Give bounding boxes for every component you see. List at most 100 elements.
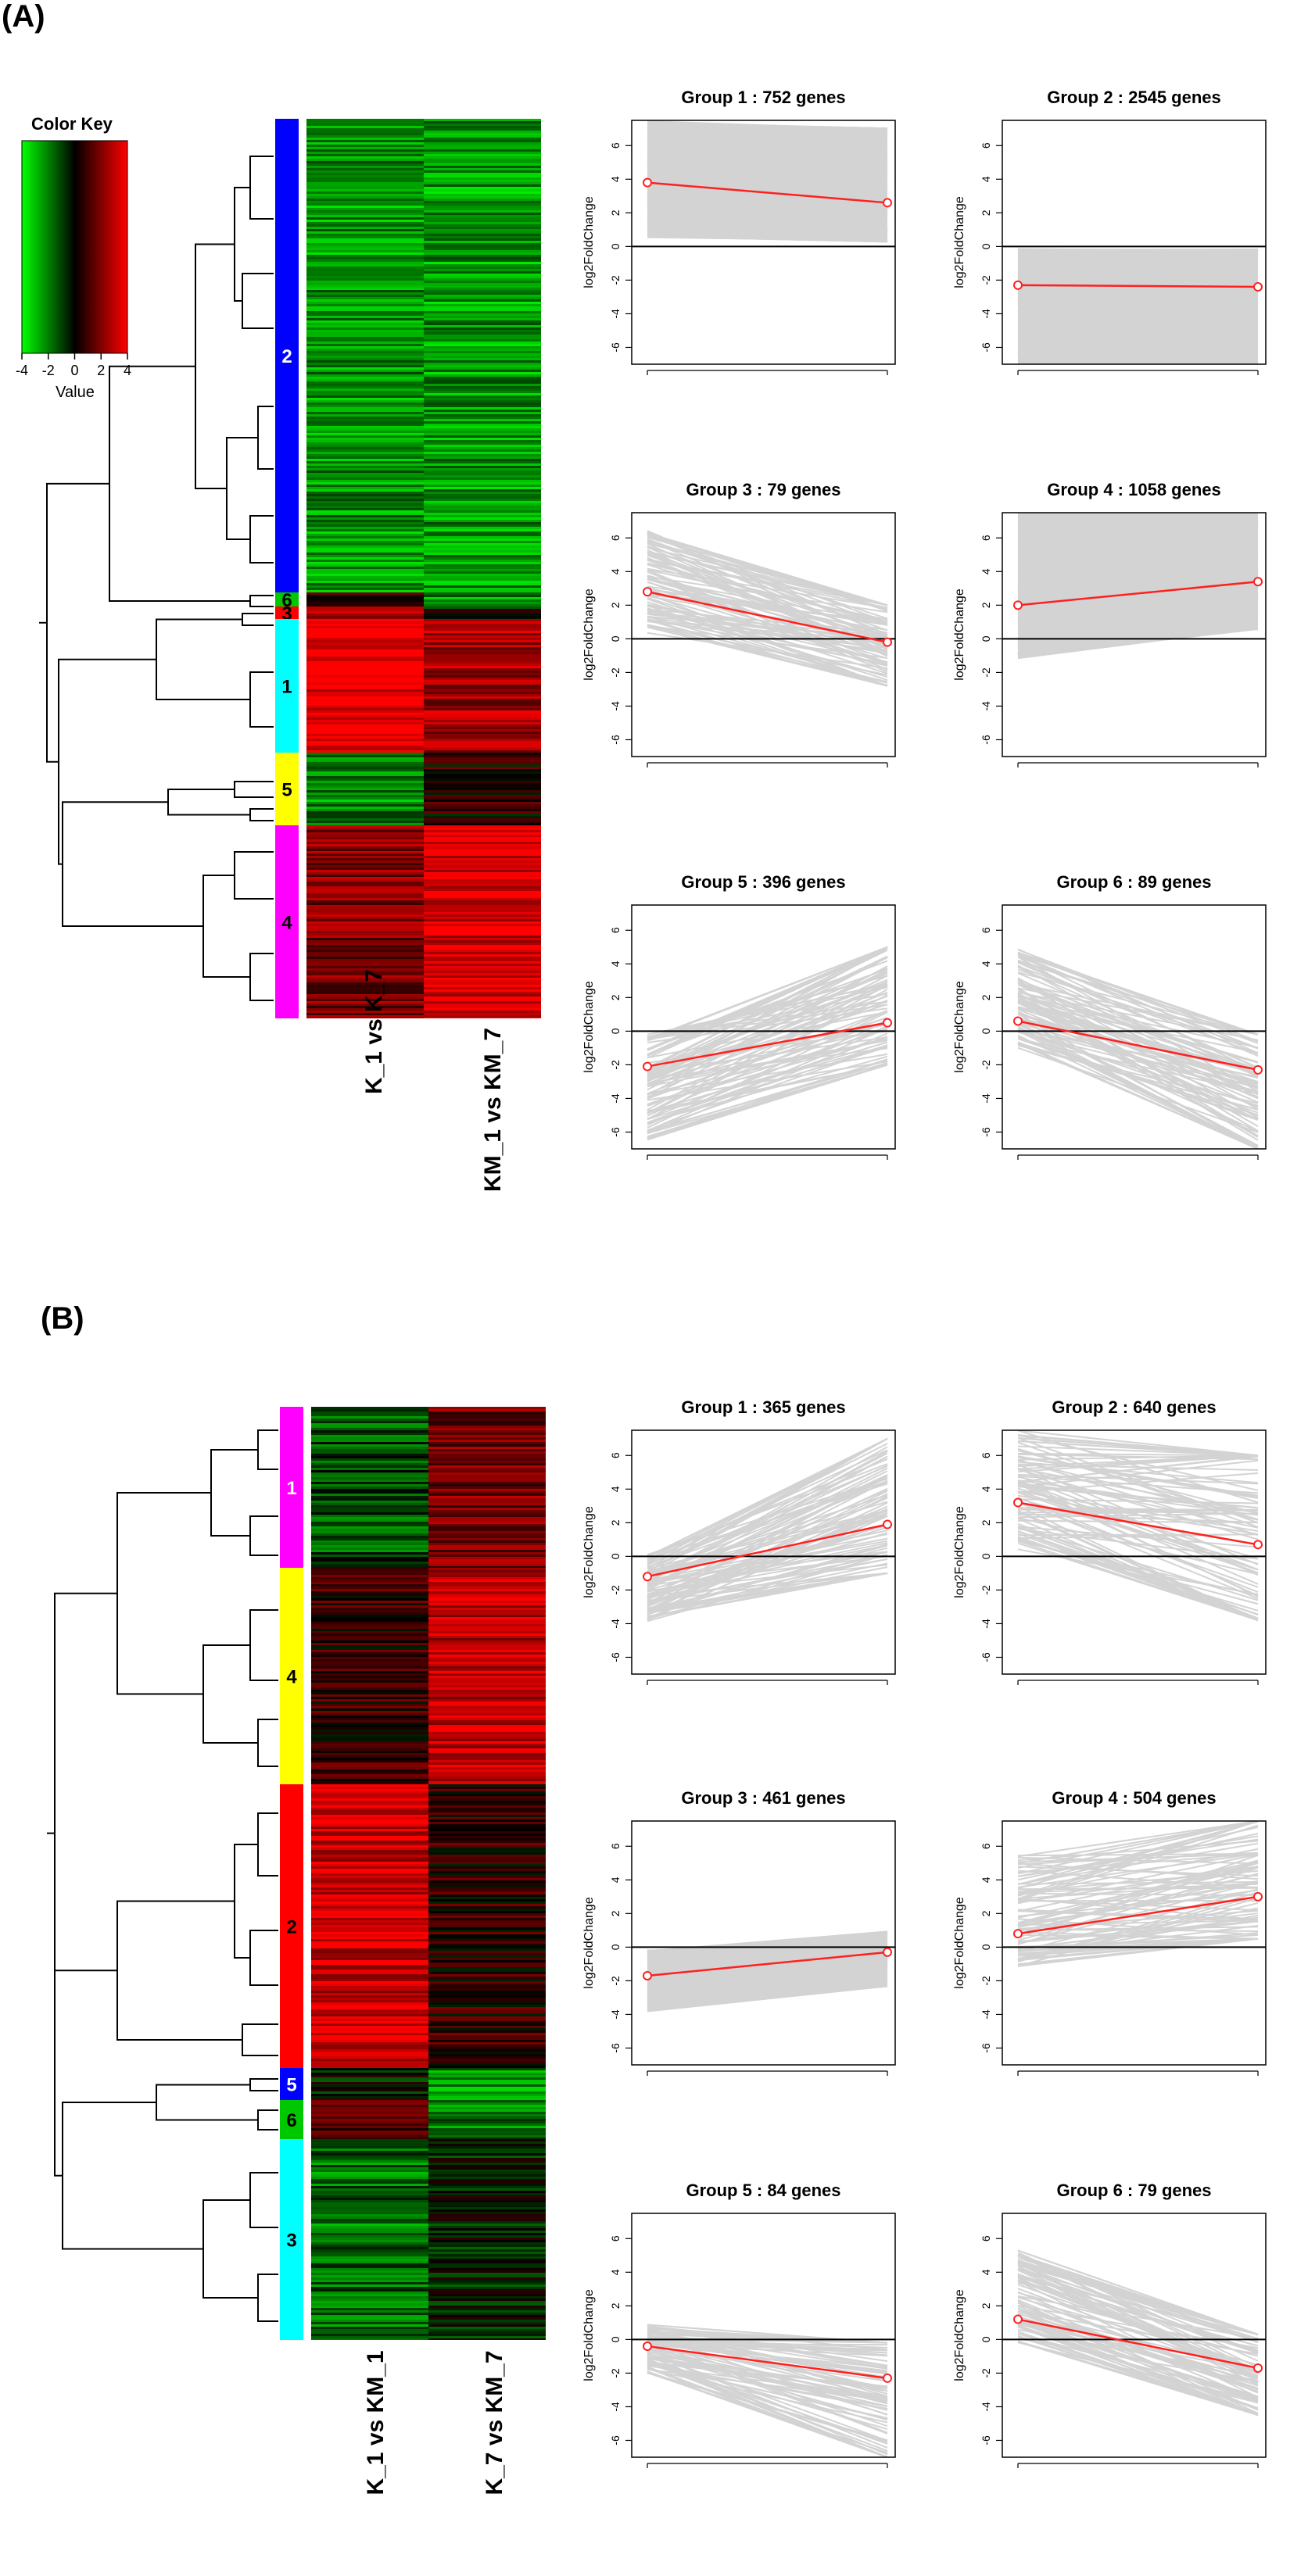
heatmap-cell [424,818,541,821]
y-tick-label: 0 [980,635,992,642]
heatmap-cell [428,2245,546,2247]
heatmap-cell [306,863,424,865]
heatmap-cell [424,753,541,755]
gene-profile-line [647,1544,888,1595]
heatmap-cell [311,2061,428,2063]
heatmap-cell [311,1503,428,1505]
heatmap-cell [424,886,541,889]
heatmap-cell [306,933,424,936]
heatmap-cell [424,673,541,675]
heatmap-cell [306,412,424,414]
heatmap-cell [424,914,541,917]
dendrogram-branch [54,1592,117,2073]
gene-profile-line [1017,1436,1259,1524]
heatmap-cell [424,631,541,633]
heatmap-cell [306,657,424,659]
heatmap-cell [428,1559,546,1562]
heatmap-cell [311,1776,428,1779]
y-tick-label: -4 [609,309,622,319]
heatmap-cell [306,769,424,771]
heatmap-cell [428,1407,546,1409]
heatmap-cell [424,445,541,447]
y-tick-label: 0 [609,1944,622,1950]
heatmap-cell [311,1781,428,1784]
gene-profile-line [1017,2276,1259,2335]
heatmap-cell [311,2084,428,2087]
mean-point [643,2341,652,2351]
heatmap-cell [306,402,424,405]
heatmap-cell [428,1411,546,1414]
heatmap-cell [306,750,424,753]
heatmap-cell [428,2107,546,2109]
heatmap-cell [306,194,424,196]
heatmap-cell [306,231,424,234]
heatmap-cell [428,1669,546,1671]
heatmap-cell [424,470,541,473]
heatmap-cell [306,428,424,431]
mean-point [883,198,892,208]
heatmap-cell [306,140,424,142]
heatmap-cell [306,506,424,508]
y-tick-label: -6 [609,1127,622,1137]
heatmap-cell [306,729,424,732]
heatmap-cell [424,732,541,734]
mean-trend-line [1017,2318,1259,2370]
heatmap-cell [428,1430,546,1433]
heatmap-cell [306,706,424,708]
heatmap-cell [306,290,424,292]
heatmap-cell [424,739,541,741]
heatmap-cell [311,1622,428,1624]
gene-profile-band [647,1932,887,2012]
group-bar-label-1: 1 [281,677,292,698]
mean-point [643,1970,652,1980]
heatmap-cell [306,245,424,248]
heatmap-cell [424,492,541,494]
heatmap-cell [311,1538,428,1540]
heatmap-cell [311,2146,428,2148]
heatmap-cell [311,1930,428,1932]
heatmap-cell [424,860,541,863]
heatmap-cell [428,1442,546,1444]
y-tick-label: -2 [609,667,622,678]
heatmap-cell [311,1570,428,1572]
heatmap-cell [306,567,424,569]
heatmap-cell [306,1008,424,1011]
heatmap-cell [306,853,424,856]
mean-point [1253,282,1263,292]
mean-trend-line [1017,580,1259,606]
heatmap-cell [424,985,541,987]
gene-profile-line [1017,1928,1259,1932]
heatmap-cell [311,1608,428,1610]
group-bar-label-1: 1 [286,1478,296,1499]
y-tick-label: -2 [980,275,992,285]
heatmap-cell [311,1638,428,1640]
heatmap-cell [424,145,541,147]
y-tick-label: 6 [609,2235,622,2241]
heatmap-cell [428,1869,546,1871]
heatmap-cell [311,1699,428,1701]
heatmap-cell [424,278,541,281]
heatmap-cell [311,1594,428,1596]
heatmap-cell [311,2102,428,2105]
heatmap-cell [424,694,541,696]
heatmap-cell [311,2012,428,2014]
gene-profile-line [647,2360,888,2457]
heatmap-cell [424,774,541,776]
heatmap-cell [424,680,541,682]
heatmap-cell [311,2320,428,2322]
heatmap-cell [424,170,541,173]
heatmap-cell [424,619,541,621]
gene-profile-line [1017,982,1259,1076]
heatmap-cell [428,1633,546,1636]
gene-profile-line [647,592,888,687]
y-tick-label: -4 [609,1093,622,1104]
heatmap-cell [311,1456,428,1458]
heatmap-cell [306,410,424,412]
heatmap-cell [428,1659,546,1662]
y-tick-label: 4 [609,961,622,967]
heatmap-cell [424,996,541,999]
heatmap-cell [424,952,541,954]
heatmap-cell [428,1727,546,1730]
heatmap-cell [306,325,424,327]
heatmap-cell [311,1596,428,1598]
